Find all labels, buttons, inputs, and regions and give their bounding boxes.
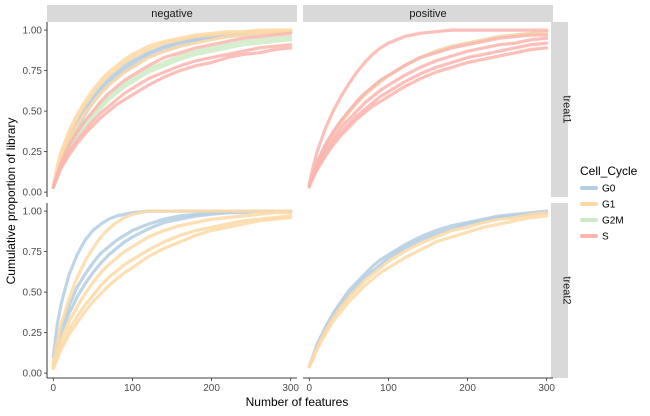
series-line-s xyxy=(51,46,293,189)
y-tick-label: 1.00 xyxy=(23,26,43,37)
x-tick-label: 200 xyxy=(203,383,220,394)
panel-layer: negative positive treat1 treat2 xyxy=(47,5,573,378)
series-line-g1 xyxy=(51,28,293,188)
panel-negative-treat1 xyxy=(51,28,293,189)
series-line-g0 xyxy=(307,211,549,369)
series-line-g1 xyxy=(51,211,293,369)
facet-strip-label: negative xyxy=(151,8,193,20)
x-tick-label: 300 xyxy=(538,383,555,394)
x-axis-title: Number of features xyxy=(246,395,349,409)
y-tick-label: 1.00 xyxy=(23,207,43,218)
legend-item-g0: G0 xyxy=(580,184,616,195)
legend-label: G2M xyxy=(602,216,624,227)
x-tick-label: 0 xyxy=(307,383,313,394)
series-line-g1 xyxy=(307,211,549,369)
x-tick-label: 0 xyxy=(51,383,57,394)
facet-strip-treat2 xyxy=(551,203,568,378)
y-tick-label: 0.75 xyxy=(23,247,43,258)
y-tick-label: 0.75 xyxy=(23,66,43,77)
series-line-s xyxy=(307,41,549,188)
facet-strip-negative xyxy=(47,5,297,22)
panel-positive-treat2 xyxy=(307,209,549,369)
series-line-s xyxy=(51,31,293,189)
panel-positive-treat1 xyxy=(307,28,549,189)
x-tick-label: 100 xyxy=(380,383,397,394)
series-line-s xyxy=(307,36,549,188)
y-tick-label: 0.50 xyxy=(23,288,43,299)
legend-label: G0 xyxy=(602,184,616,195)
series-line-s xyxy=(307,46,549,188)
x-tick-label: 200 xyxy=(459,383,476,394)
series-line-g1 xyxy=(51,209,293,365)
facet-strip-treat1 xyxy=(551,22,568,197)
series-line-s xyxy=(51,43,293,189)
panel-negative-treat2 xyxy=(51,209,293,370)
series-line-s xyxy=(307,28,549,186)
y-axis-title: Cumulative proportion of library xyxy=(4,118,18,285)
legend-item-g1: G1 xyxy=(580,200,616,211)
y-tick-label: 0.50 xyxy=(23,107,43,118)
facet-strip-positive xyxy=(303,5,553,22)
series-line-g0 xyxy=(307,209,549,369)
series-line-g1 xyxy=(51,216,293,370)
series-line-g1 xyxy=(51,30,293,189)
series-line-g1 xyxy=(51,214,293,370)
legend-title: Cell_Cycle xyxy=(580,164,638,178)
legend: Cell_Cycle G0 G1 G2M S xyxy=(580,164,638,243)
y-tick-label: 0.25 xyxy=(23,147,43,158)
axes-layer: 0.00 0.25 0.50 0.75 1.00 0.00 0.25 0.50 0.75 1.00… xyxy=(23,22,555,394)
y-tick-label: 0.25 xyxy=(23,328,43,339)
y-tick-label: 0.00 xyxy=(23,188,43,199)
legend-label: G1 xyxy=(602,200,616,211)
y-tick-label: 0.00 xyxy=(23,369,43,380)
series-line-s xyxy=(307,33,549,188)
facet-strip-label: treat1 xyxy=(561,95,573,123)
x-tick-label: 100 xyxy=(124,383,141,394)
legend-items: G0 G1 G2M S xyxy=(580,184,624,243)
legend-item-s: S xyxy=(580,232,609,243)
facet-strip-label: treat2 xyxy=(561,276,573,304)
series-line-g0 xyxy=(51,209,293,359)
series-line-g2m xyxy=(51,34,293,189)
legend-item-g2m: G2M xyxy=(580,216,624,227)
facet-strip-label: positive xyxy=(409,8,446,20)
series-line-g1 xyxy=(307,214,549,369)
legend-label: S xyxy=(602,232,609,243)
x-tick-label: 300 xyxy=(282,383,299,394)
